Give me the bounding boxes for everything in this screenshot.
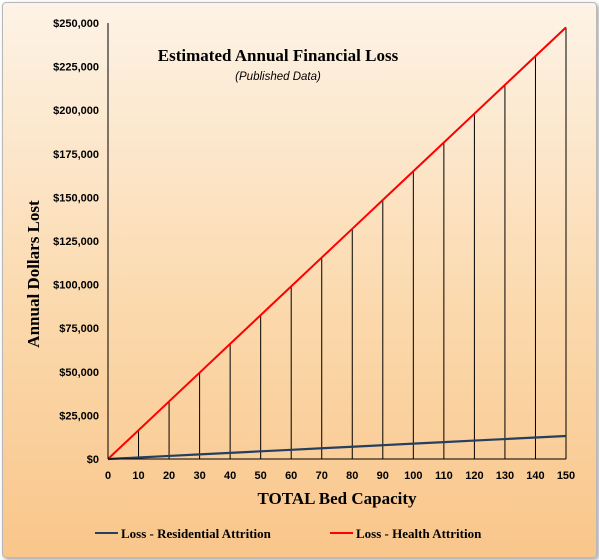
drop-lines [138, 27, 567, 459]
legend-label-residential: Loss - Residential Attrition [121, 526, 272, 541]
y-tick-label: $25,000 [59, 410, 99, 422]
y-tick-label: $200,000 [53, 105, 99, 117]
y-tick-label: $0 [87, 454, 99, 466]
y-tick-label: $225,000 [53, 62, 99, 74]
x-tick-label: 0 [105, 470, 111, 482]
y-tick-label: $150,000 [53, 192, 99, 204]
y-tick-label: $50,000 [59, 367, 99, 379]
x-tick-label: 20 [163, 470, 175, 482]
legend: Loss - Residential Attrition Loss - Heal… [95, 526, 482, 541]
y-tick-label: $175,000 [53, 149, 99, 161]
series-line-health [107, 26, 567, 460]
x-axis-tick-labels: 0 10 20 30 40 50 60 70 80 90 100 110 120 130 140 150 [105, 470, 575, 482]
x-tick-label: 30 [193, 470, 205, 482]
chart-title: Estimated Annual Financial Loss [158, 46, 399, 65]
x-tick-label: 50 [255, 470, 267, 482]
x-tick-label: 70 [316, 470, 328, 482]
x-tick-label: 100 [404, 470, 422, 482]
x-tick-label: 130 [496, 470, 514, 482]
x-tick-label: 90 [377, 470, 389, 482]
y-tick-label: $75,000 [59, 323, 99, 335]
y-tick-label: $250,000 [53, 18, 99, 30]
x-tick-label: 150 [557, 470, 575, 482]
y-tick-label: $100,000 [53, 280, 99, 292]
series-line-residential [107, 434, 567, 461]
y-axis-tick-labels: $0 $25,000 $50,000 $75,000 $100,000 $125,000 $… [53, 18, 99, 466]
x-tick-label: 110 [435, 470, 453, 482]
x-tick-label: 10 [132, 470, 144, 482]
chart-subtitle: (Published Data) [235, 71, 321, 83]
legend-label-health: Loss - Health Attrition [356, 526, 482, 541]
x-tick-label: 140 [526, 470, 544, 482]
x-tick-label: 120 [465, 470, 483, 482]
y-tick-label: $125,000 [53, 236, 99, 248]
x-tick-label: 40 [224, 470, 236, 482]
x-axis-title: TOTAL Bed Capacity [257, 489, 417, 508]
y-axis-title: Annual Dollars Lost [24, 200, 43, 348]
series-lines [107, 26, 567, 461]
x-tick-label: 60 [285, 470, 297, 482]
x-tick-label: 80 [346, 470, 358, 482]
